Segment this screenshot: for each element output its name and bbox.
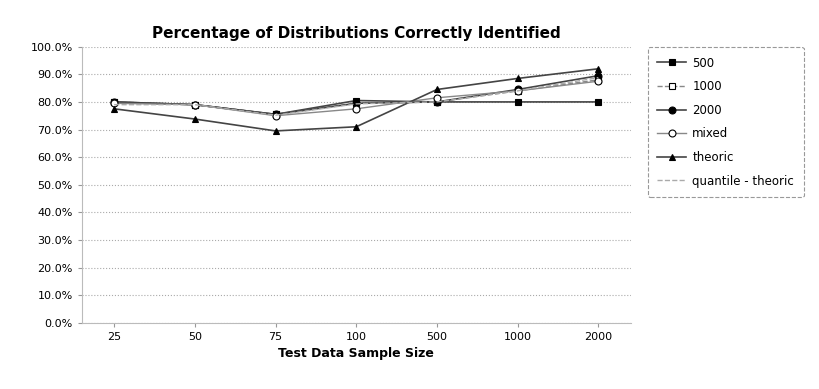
quantile - theoric (594, 75, 604, 80)
1000 (432, 100, 442, 104)
Legend: 500, 1000, 2000, mixed, theoric, quantile - theoric: 500, 1000, 2000, mixed, theoric, quantil… (648, 47, 803, 197)
1000 (190, 102, 200, 107)
500 (270, 112, 280, 117)
mixed (109, 101, 119, 106)
Line: 1000: 1000 (111, 76, 602, 118)
mixed (432, 95, 442, 100)
2000 (270, 112, 280, 117)
Line: mixed: mixed (111, 78, 602, 119)
2000 (594, 74, 604, 78)
quantile - theoric (432, 100, 442, 104)
1000 (109, 100, 119, 104)
mixed (190, 102, 200, 107)
500 (190, 102, 200, 107)
mixed (351, 107, 361, 111)
Line: theoric: theoric (111, 65, 602, 134)
2000 (109, 100, 119, 104)
500 (432, 100, 442, 104)
theoric (351, 124, 361, 129)
2000 (513, 87, 523, 92)
quantile - theoric (513, 89, 523, 93)
Line: 2000: 2000 (111, 72, 602, 118)
1000 (513, 89, 523, 93)
theoric (109, 107, 119, 111)
quantile - theoric (351, 102, 361, 106)
theoric (432, 87, 442, 92)
quantile - theoric (109, 102, 119, 107)
theoric (594, 67, 604, 71)
500 (594, 100, 604, 104)
Title: Percentage of Distributions Correctly Identified: Percentage of Distributions Correctly Id… (152, 26, 561, 41)
1000 (270, 112, 280, 117)
Line: quantile - theoric: quantile - theoric (114, 78, 599, 115)
theoric (513, 76, 523, 81)
2000 (351, 101, 361, 106)
Line: 500: 500 (111, 97, 602, 118)
X-axis label: Test Data Sample Size: Test Data Sample Size (278, 347, 434, 361)
theoric (190, 117, 200, 121)
mixed (270, 114, 280, 118)
quantile - theoric (270, 113, 280, 117)
500 (513, 100, 523, 104)
2000 (432, 100, 442, 104)
500 (351, 98, 361, 103)
500 (109, 100, 119, 104)
mixed (594, 79, 604, 84)
mixed (513, 89, 523, 93)
1000 (594, 77, 604, 82)
1000 (351, 101, 361, 106)
theoric (270, 129, 280, 133)
2000 (190, 102, 200, 107)
quantile - theoric (190, 102, 200, 107)
